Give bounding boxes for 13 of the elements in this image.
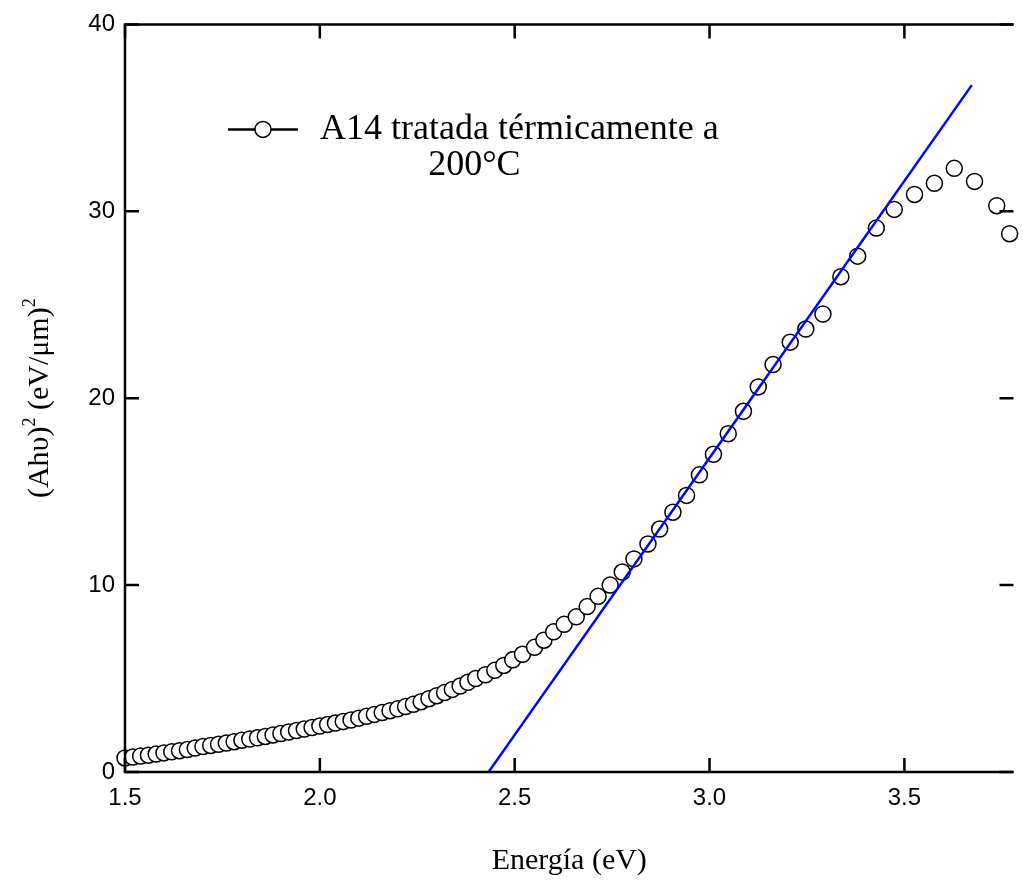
y-tick-label: 40: [88, 9, 115, 37]
x-tick-label: 3.5: [887, 783, 922, 811]
x-tick-label: 2.5: [498, 783, 532, 811]
y-tick-label: 30: [88, 195, 115, 223]
y-tick-label: 0: [101, 756, 115, 784]
x-tick-label: 1.5: [108, 783, 142, 811]
legend-label: A14 tratada térmicamente a 200°C: [320, 106, 719, 183]
x-tick-label: 3.0: [692, 783, 727, 811]
y-tick-label: 10: [88, 569, 115, 597]
y-tick-label: 20: [88, 382, 115, 410]
x-axis-title: Energía (eV): [491, 842, 647, 876]
x-tick-label: 2.0: [303, 783, 337, 811]
y-axis-title: (Ahυ)2 (eV/μm)2: [18, 298, 55, 499]
